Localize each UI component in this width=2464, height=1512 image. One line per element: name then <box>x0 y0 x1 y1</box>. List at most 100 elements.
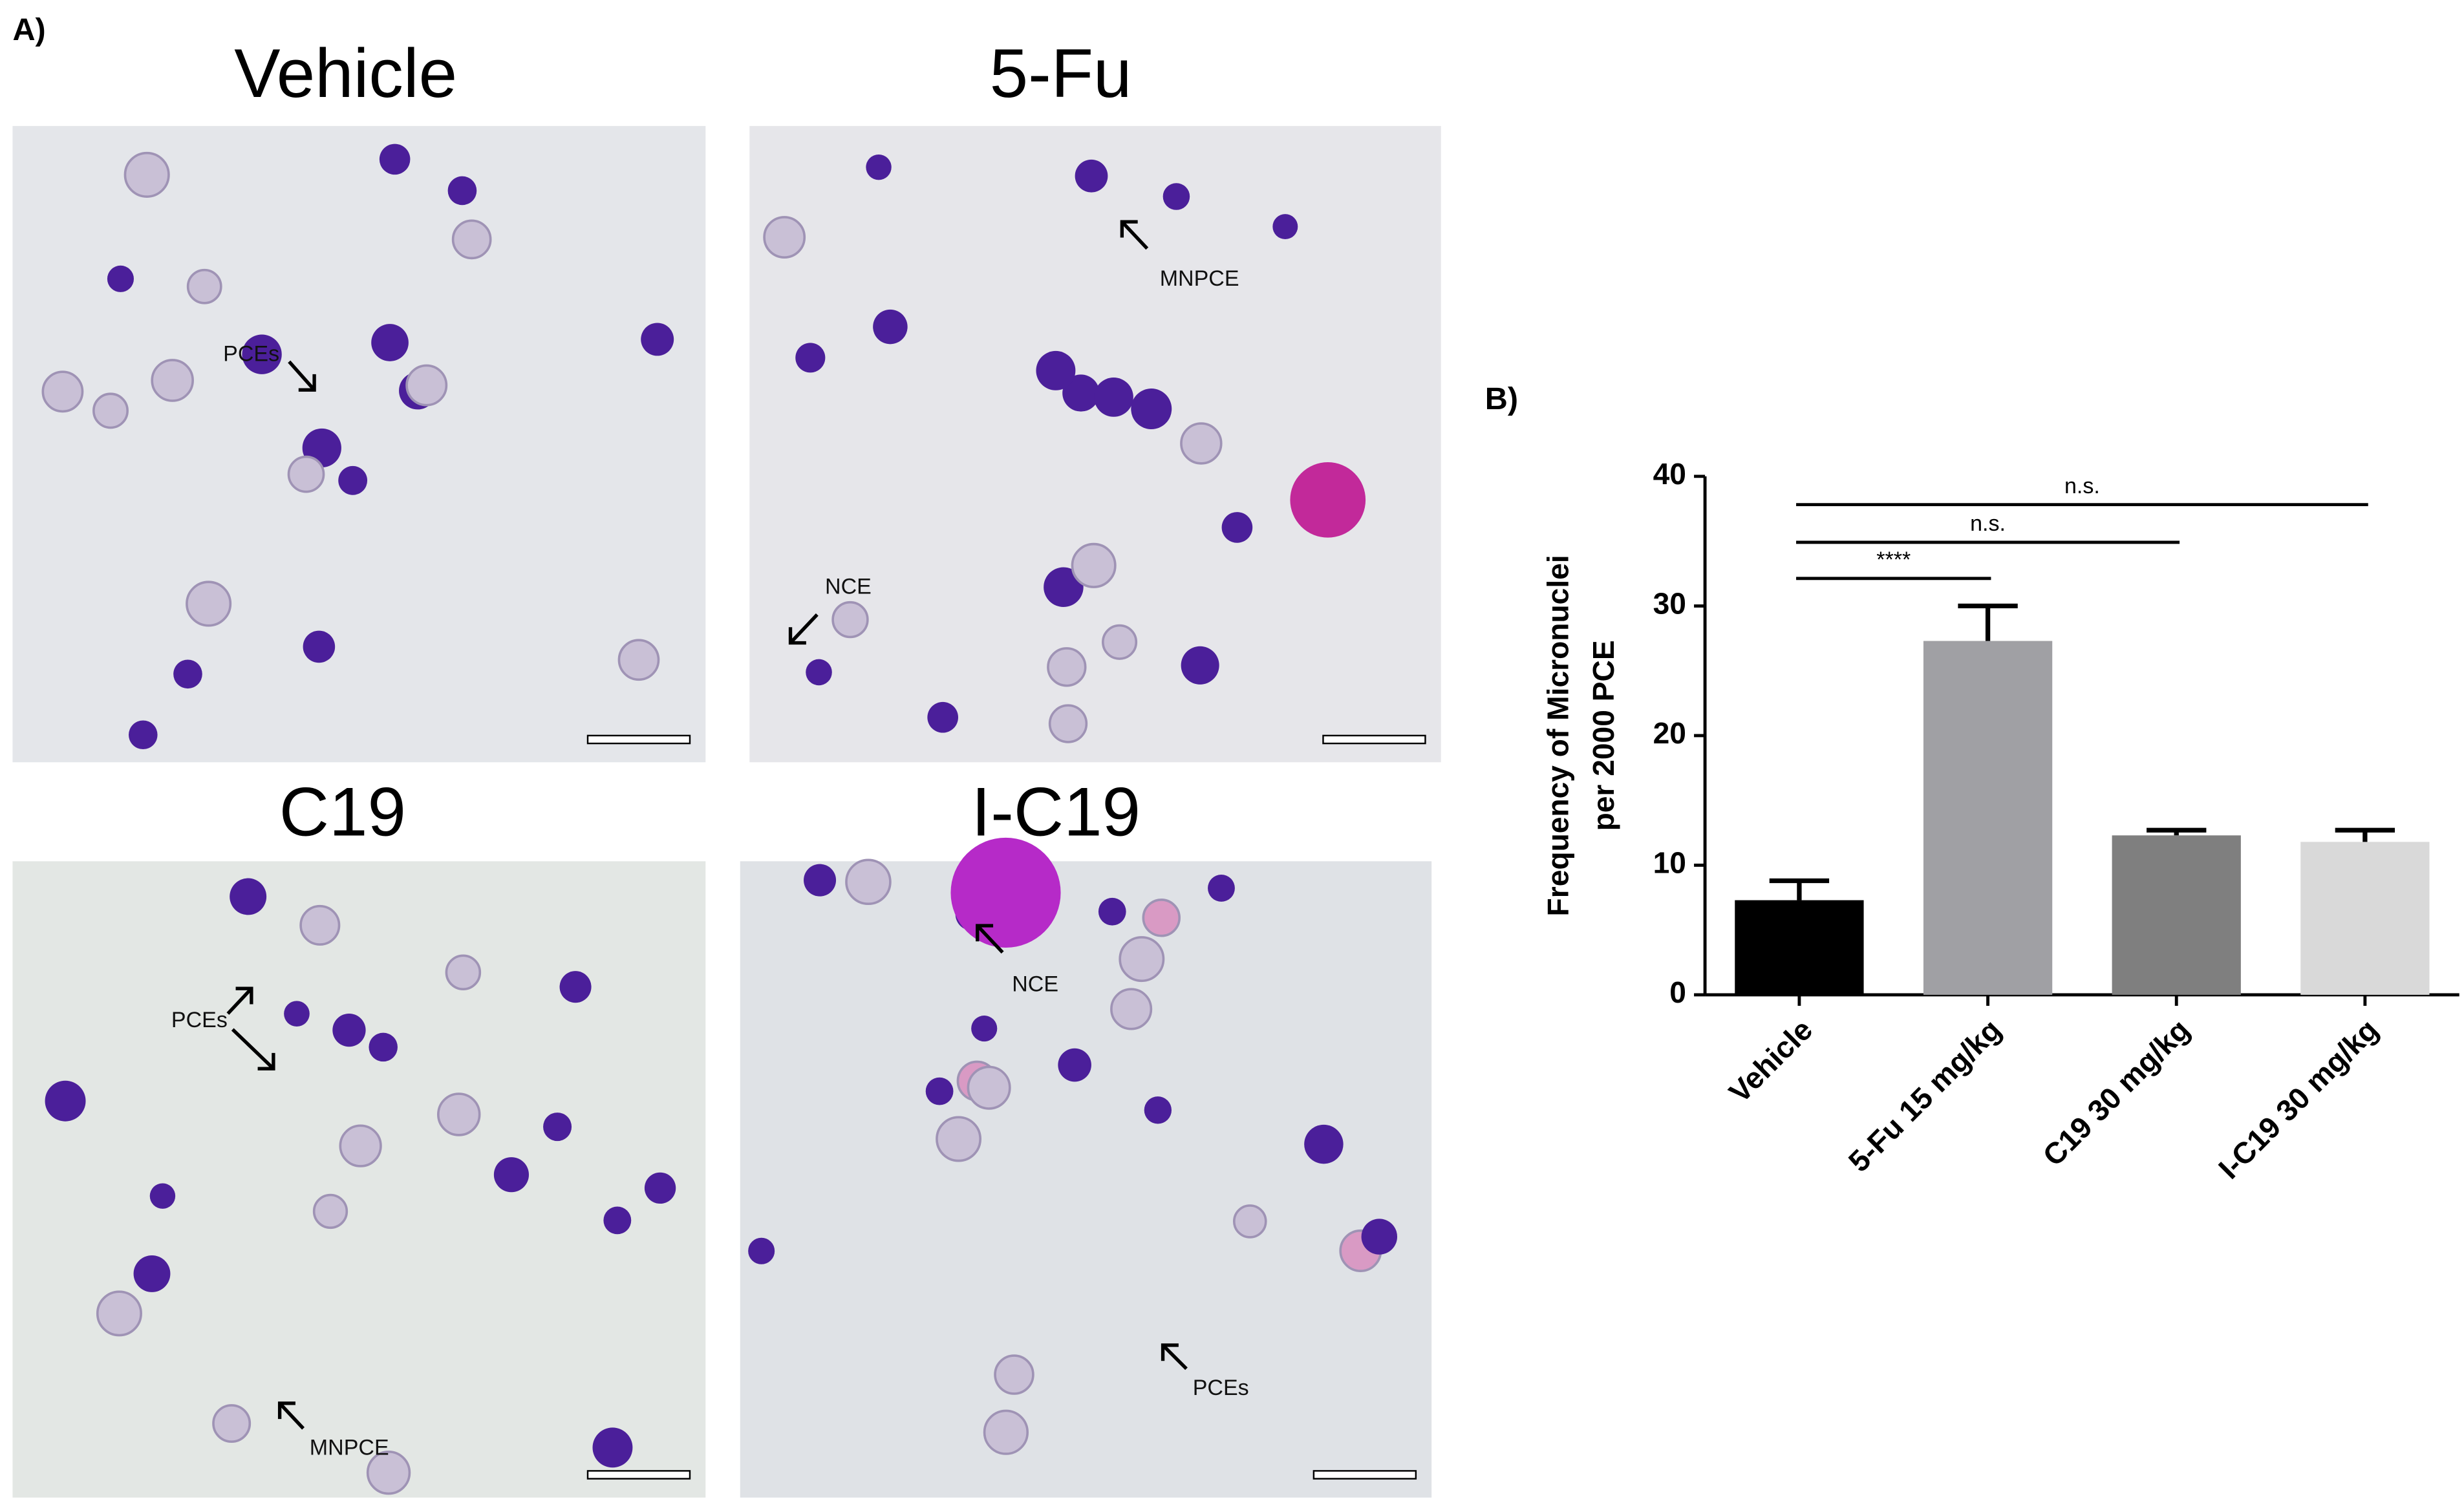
cell <box>242 334 282 374</box>
cell <box>1304 1124 1344 1164</box>
significance-label: **** <box>1876 548 1911 572</box>
cell <box>1110 988 1153 1030</box>
cell <box>405 364 448 407</box>
cell <box>748 1237 775 1264</box>
bar <box>1923 641 2053 995</box>
cell <box>927 701 958 733</box>
cell <box>1062 374 1100 412</box>
cell <box>1180 422 1223 465</box>
cell <box>1098 897 1126 926</box>
cell <box>845 858 892 906</box>
x-tick-label: I-C19 30 mg/kg <box>2212 1012 2384 1185</box>
x-tick-label: 5-Fu 15 mg/kg <box>1842 1012 2008 1178</box>
cell <box>447 176 477 206</box>
cell <box>133 1255 171 1292</box>
bar <box>1735 900 1864 995</box>
scale-bar <box>1322 734 1426 745</box>
cell <box>284 1001 310 1027</box>
arrow <box>1161 1343 1188 1370</box>
cell <box>186 268 222 304</box>
arrow <box>976 924 1004 954</box>
cell <box>1290 462 1366 538</box>
scale-bar <box>1312 1470 1417 1480</box>
panel-title: 5-Fu <box>990 34 1132 112</box>
cell <box>1044 567 1084 607</box>
cell <box>763 216 806 259</box>
cell <box>925 1077 954 1105</box>
x-tick-label: Vehicle <box>1722 1012 1819 1109</box>
y-tick-label: 40 <box>1653 457 1686 491</box>
cell <box>493 1157 530 1193</box>
bar-chart: 0 10 20 30 40 Vehicle 5-Fu 15 mg/kg C19 30 mg/k… <box>1653 457 2459 1186</box>
micrograph <box>12 125 706 763</box>
cell <box>1361 1219 1398 1255</box>
cell <box>151 359 194 402</box>
annotation: MNPCE <box>310 1435 389 1460</box>
y-tick-label: 30 <box>1653 587 1686 621</box>
cell <box>1232 1204 1267 1239</box>
cell <box>149 1183 176 1209</box>
cell <box>603 1206 632 1235</box>
micrograph <box>740 861 1432 1498</box>
x-tick-label: C19 30 mg/kg <box>2036 1012 2196 1172</box>
cell <box>641 323 674 356</box>
cell <box>592 1427 633 1468</box>
cell <box>287 455 325 493</box>
cell <box>123 151 170 198</box>
cell <box>804 864 837 897</box>
error-bar <box>2335 827 2395 842</box>
cell <box>831 601 869 639</box>
cell <box>1036 350 1076 390</box>
annotation: PCEs <box>1193 1376 1249 1400</box>
cell <box>543 1113 572 1142</box>
cell <box>173 659 202 689</box>
cell <box>212 1404 252 1443</box>
significance-label: n.s. <box>2064 474 2100 498</box>
cell <box>371 324 409 361</box>
cells <box>41 144 1426 1495</box>
cell <box>1162 183 1190 210</box>
cell <box>41 370 84 413</box>
scale-bar <box>586 734 691 745</box>
arrow <box>288 360 316 392</box>
cell <box>1075 159 1108 193</box>
annotation: NCE <box>1012 972 1058 996</box>
cell <box>445 954 482 990</box>
y-tick-label: 10 <box>1653 846 1686 880</box>
cell <box>559 971 592 1003</box>
micrographs <box>12 125 1441 1498</box>
error-bar <box>1769 878 1830 900</box>
scale-bar <box>586 1470 691 1480</box>
cell <box>1048 704 1088 743</box>
y-tick-label: 20 <box>1653 716 1686 750</box>
cell <box>1272 214 1298 240</box>
cell <box>366 1451 411 1495</box>
cell <box>437 1092 481 1136</box>
bar <box>2112 835 2241 995</box>
cell <box>332 1013 366 1047</box>
cell <box>1181 646 1219 685</box>
cell <box>1131 389 1172 430</box>
panel-title: I-C19 <box>972 773 1141 851</box>
annotation: PCEs <box>171 1008 228 1032</box>
cell <box>299 904 341 946</box>
cell <box>338 465 368 495</box>
cell <box>806 659 832 686</box>
micrograph <box>749 125 1441 763</box>
cell <box>983 1409 1029 1455</box>
panel-label: A) <box>12 12 45 47</box>
cell <box>1142 899 1181 937</box>
cell <box>617 639 660 681</box>
cell <box>795 343 826 373</box>
cell <box>1058 1048 1091 1082</box>
error-bar <box>2147 827 2207 836</box>
cell <box>1047 647 1087 687</box>
panel-title: Vehicle <box>234 34 457 112</box>
cell <box>129 720 158 750</box>
annotation: PCEs <box>223 342 279 367</box>
cell <box>379 144 411 175</box>
cell <box>92 392 129 429</box>
arrow <box>226 986 275 1070</box>
cell <box>1144 1096 1172 1124</box>
arrow <box>277 1401 305 1430</box>
